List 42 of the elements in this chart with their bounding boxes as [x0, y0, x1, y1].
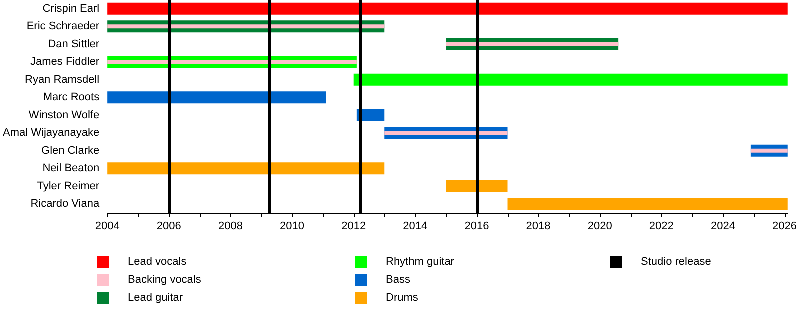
x-tick-label: 2012	[342, 220, 366, 232]
bar	[108, 162, 385, 175]
bar	[384, 131, 508, 136]
bar	[750, 148, 788, 153]
y-tick-label: Amal Wijayanayake	[3, 127, 100, 140]
legend-label: Backing vocals	[128, 274, 202, 286]
bar	[446, 42, 619, 46]
x-tick-label: 2024	[710, 220, 736, 232]
y-tick-label: James Fiddler	[30, 56, 100, 68]
y-tick-label: Glen Clarke	[42, 144, 100, 157]
x-tick-label: 2016	[464, 220, 490, 232]
y-tick-label: Winston Wolfe	[28, 109, 100, 122]
legend-label: Lead guitar	[128, 292, 184, 304]
y-tick-label: Crispin Earl	[42, 2, 100, 15]
bar	[108, 60, 357, 64]
bar	[108, 24, 385, 29]
bar	[446, 180, 508, 192]
y-tick-label: Tyler Reimer	[37, 180, 100, 192]
y-tick-label: Ricardo Viana	[30, 198, 100, 210]
y-tick-label: Eric Schraeder	[26, 20, 100, 33]
legend-label: Lead vocals	[128, 256, 188, 268]
bar	[508, 198, 788, 210]
legend-label: Bass	[386, 274, 411, 286]
x-tick-label: 2004	[95, 220, 120, 232]
x-tick-label: 2008	[218, 220, 243, 232]
x-tick-label: 2022	[649, 220, 674, 232]
x-tick-label: 2014	[403, 220, 428, 232]
legend-label: Rhythm guitar	[386, 256, 455, 268]
legend-label: Drums	[386, 292, 419, 304]
bar	[108, 92, 326, 104]
x-tick-label: 2010	[280, 220, 305, 232]
y-tick-label: Marc Roots	[43, 92, 100, 104]
legend-label: Studio release	[641, 256, 712, 268]
y-tick-label: Ryan Ramsdell	[25, 74, 100, 86]
x-tick-label: 2020	[588, 220, 612, 232]
bar	[108, 2, 788, 15]
bar	[354, 74, 788, 86]
y-tick-label: Dan Sittler	[48, 38, 100, 50]
x-tick-label: 2026	[772, 220, 798, 232]
x-tick-label: 2006	[156, 220, 182, 232]
x-tick-label: 2018	[526, 220, 551, 232]
y-tick-label: Neil Beaton	[42, 162, 100, 175]
